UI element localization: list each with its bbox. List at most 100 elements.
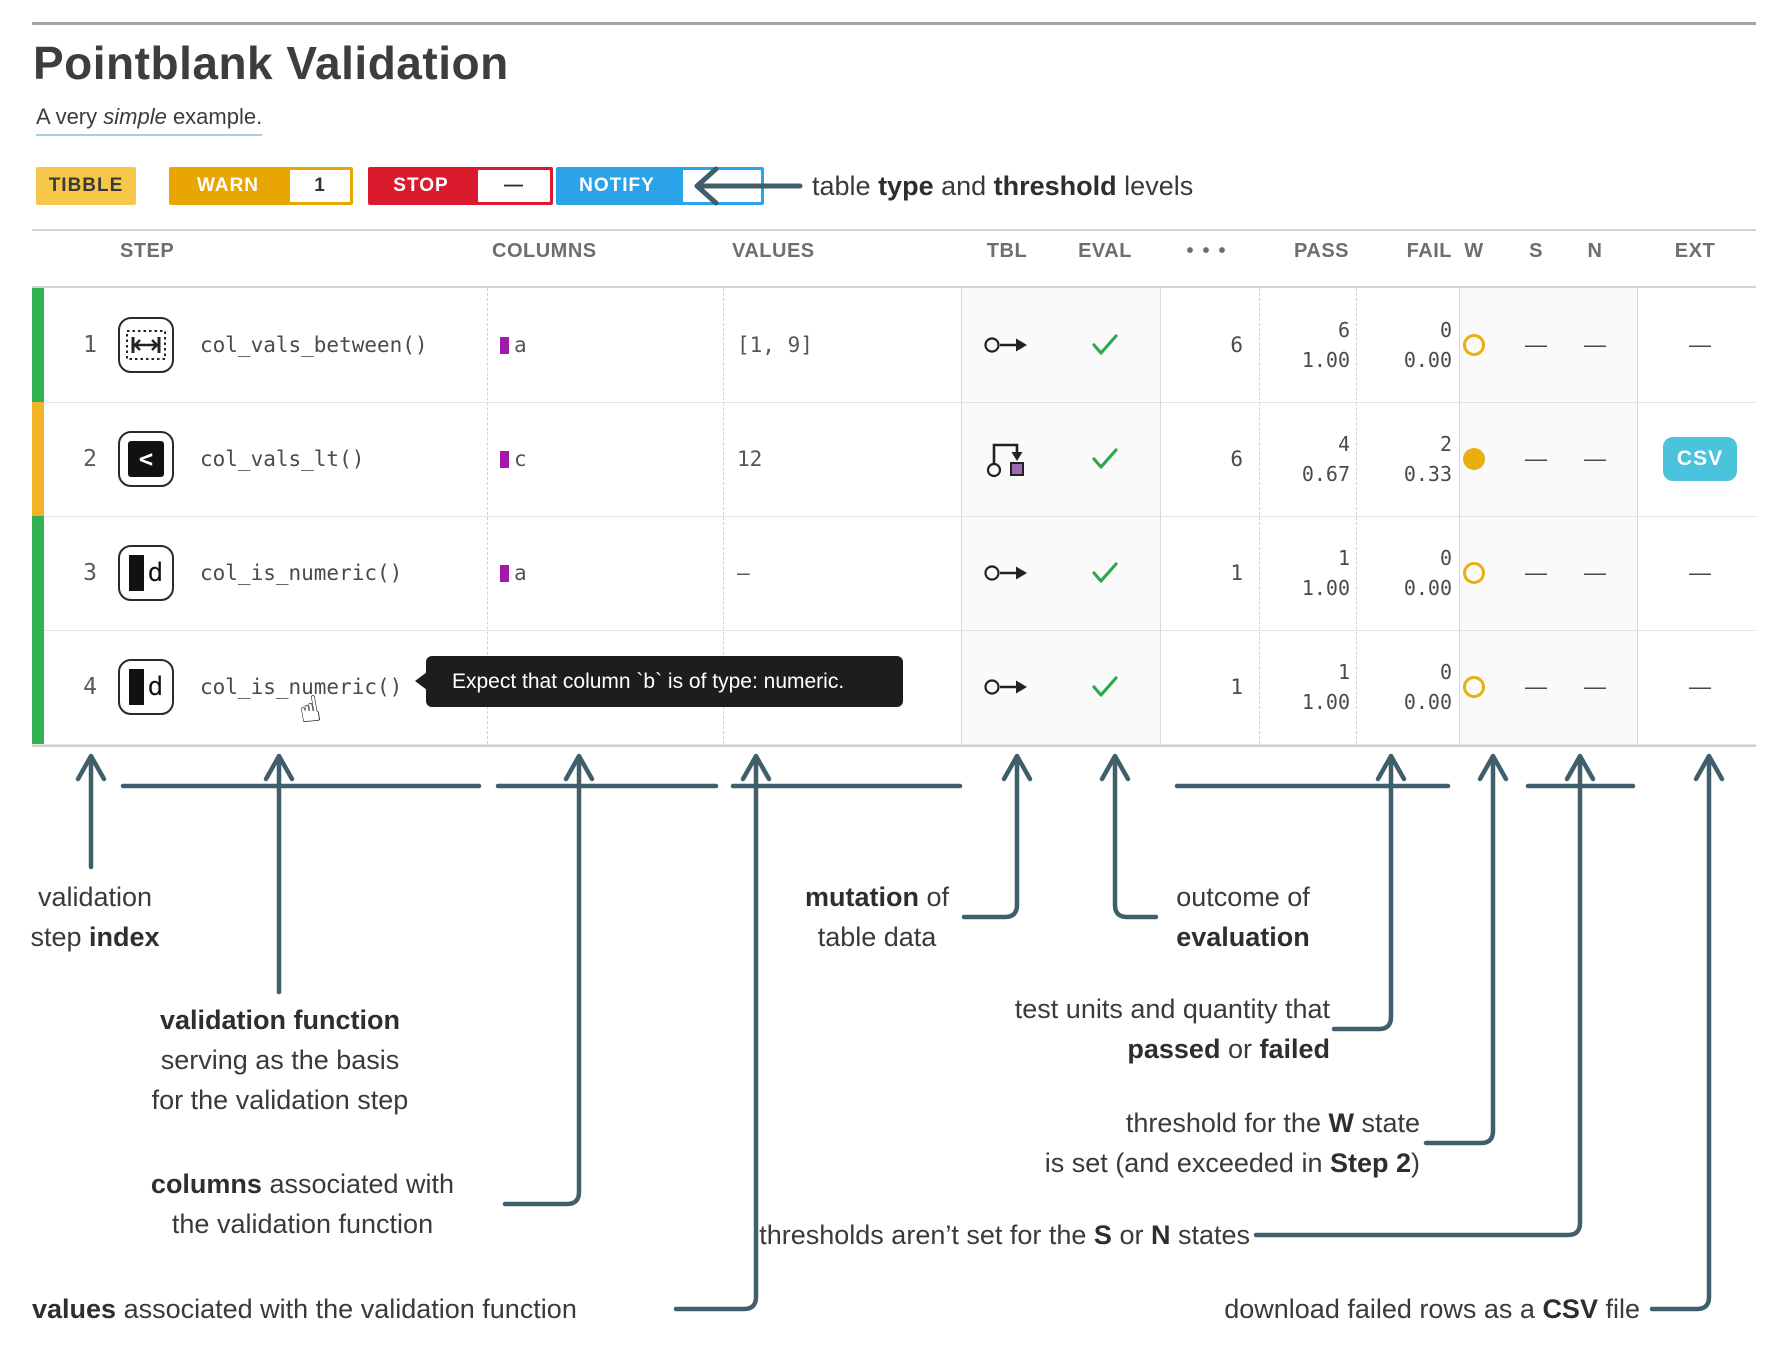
tbl-direct-icon	[962, 516, 1052, 630]
col-vals-lt-icon: <	[118, 431, 174, 487]
eval-check-icon	[1070, 516, 1140, 630]
step-index: 1	[83, 332, 97, 358]
stop-state-cell: —	[1525, 560, 1547, 585]
stop-threshold-badge: STOP —	[368, 167, 553, 205]
notify-state-cell: —	[1584, 332, 1606, 357]
fail-fraction: 0.33	[1403, 462, 1452, 486]
column-name: a	[514, 333, 527, 357]
d-glyph: d	[147, 672, 164, 702]
annotation-values: values associated with the validation fu…	[32, 1294, 577, 1324]
notify-state-cell: —	[1584, 446, 1606, 471]
warn-label: WARN	[196, 175, 260, 196]
annotation-outcome: outcome of evaluation	[1176, 882, 1310, 952]
annotation-w-threshold: threshold for the W state is set (and exc…	[1044, 1108, 1420, 1178]
pass-fraction: 1.00	[1301, 690, 1350, 714]
annotation-columns: columns associated with the validation fu…	[150, 1169, 455, 1239]
column-swatch	[500, 450, 509, 468]
col-header-columns: COLUMNS	[492, 240, 597, 262]
tbl-direct-icon	[962, 288, 1052, 402]
page-title: Pointblank Validation	[33, 37, 509, 89]
fail-fraction: 0.00	[1403, 348, 1452, 372]
fail-count: 2	[1439, 432, 1452, 456]
badges-pointer-arrow	[694, 166, 803, 206]
fail-count: 0	[1439, 660, 1452, 684]
warn-state-indicator	[1444, 516, 1504, 630]
validation-step-row: 4 d col_is_numeric() 1 1 1.00 0 0.00	[32, 630, 1756, 745]
col-header-tbl: TBL	[986, 240, 1028, 262]
fail-fraction: 0.00	[1403, 690, 1452, 714]
extract-cell: —	[1689, 674, 1711, 699]
status-bar-green	[32, 288, 44, 402]
validation-step-row: 1 col_vals_between() a [1, 9] 6	[32, 288, 1756, 403]
header-bottom-border	[32, 286, 1756, 288]
status-bar-green	[32, 630, 44, 744]
warn-value: 1	[290, 170, 350, 202]
test-units: 6	[1230, 333, 1243, 357]
stop-value: —	[478, 170, 550, 202]
pass-fraction: 0.67	[1301, 462, 1350, 486]
validation-function: col_is_numeric()	[200, 561, 403, 585]
col-is-numeric-icon: d	[118, 659, 174, 715]
table-top-border	[32, 229, 1756, 231]
notify-label: NOTIFY	[579, 175, 655, 196]
tooltip-text: Expect that column `b` is of type: numer…	[452, 669, 845, 693]
extract-cell: —	[1689, 332, 1711, 357]
table-bottom-border	[32, 744, 1756, 747]
notify-state-cell: —	[1584, 674, 1606, 699]
table-type-label: TIBBLE	[48, 175, 124, 196]
warn-state-indicator	[1444, 402, 1504, 516]
warn-open-circle-icon	[1463, 334, 1485, 356]
pass-cell: 6 1.00	[1302, 288, 1350, 402]
stop-label: STOP	[393, 175, 449, 196]
step-index: 4	[83, 674, 97, 700]
tbl-mutation-icon	[962, 402, 1052, 516]
columns-cell: a	[500, 516, 527, 630]
validation-step-row: 2 < col_vals_lt() c 12 6 4 0.67	[32, 402, 1756, 517]
warn-threshold-badge: WARN 1	[169, 167, 353, 205]
table-type-badge: TIBBLE	[36, 167, 136, 205]
csv-download-button[interactable]: CSV	[1663, 437, 1737, 481]
annotation-step-index: validation step index	[30, 882, 160, 952]
pass-cell: 4 0.67	[1302, 402, 1350, 516]
col-header-step: STEP	[120, 240, 175, 262]
fail-cell: 0 0.00	[1404, 288, 1452, 402]
annotation-validation-function: validation function serving as the basis f…	[151, 1005, 409, 1115]
pass-fraction: 1.00	[1301, 348, 1350, 372]
pass-count: 1	[1337, 660, 1350, 684]
column-name: a	[514, 561, 527, 585]
pass-count: 1	[1337, 546, 1350, 570]
step-index: 3	[83, 560, 97, 586]
values-cell: —	[737, 561, 750, 585]
eval-check-icon	[1070, 288, 1140, 402]
annotation-mutation: mutation of table data	[804, 882, 950, 952]
tbl-direct-icon	[962, 630, 1052, 744]
col-header-fail: FAIL	[1406, 240, 1452, 262]
stop-state-cell: —	[1525, 446, 1547, 471]
column-swatch	[500, 336, 509, 354]
validation-function[interactable]: col_is_numeric()	[200, 675, 403, 699]
status-bar-amber	[32, 402, 44, 516]
d-glyph: d	[147, 558, 164, 588]
test-units: 1	[1230, 675, 1243, 699]
notify-state-cell: —	[1584, 560, 1606, 585]
status-bar-green	[32, 516, 44, 630]
col-header-w: W	[1464, 240, 1484, 262]
extract-cell: CSV	[1650, 402, 1750, 516]
pass-cell: 1 1.00	[1302, 630, 1350, 744]
fail-cell: 0 0.00	[1404, 516, 1452, 630]
fail-cell: 0 0.00	[1404, 630, 1452, 744]
column-swatch	[500, 564, 509, 582]
pass-fraction: 1.00	[1301, 576, 1350, 600]
fail-cell: 2 0.33	[1404, 402, 1452, 516]
less-than-glyph: <	[138, 445, 154, 473]
step-index: 2	[83, 446, 97, 472]
values-cell: 12	[737, 447, 763, 471]
annotation-sn-thresholds: thresholds aren’t set for the S or N sta…	[759, 1220, 1250, 1250]
stop-state-cell: —	[1525, 674, 1547, 699]
col-header-eval: EVAL	[1078, 240, 1132, 262]
col-header-values: VALUES	[732, 240, 815, 262]
stop-state-cell: —	[1525, 332, 1547, 357]
fail-count: 0	[1439, 318, 1452, 342]
pass-cell: 1 1.00	[1302, 516, 1350, 630]
